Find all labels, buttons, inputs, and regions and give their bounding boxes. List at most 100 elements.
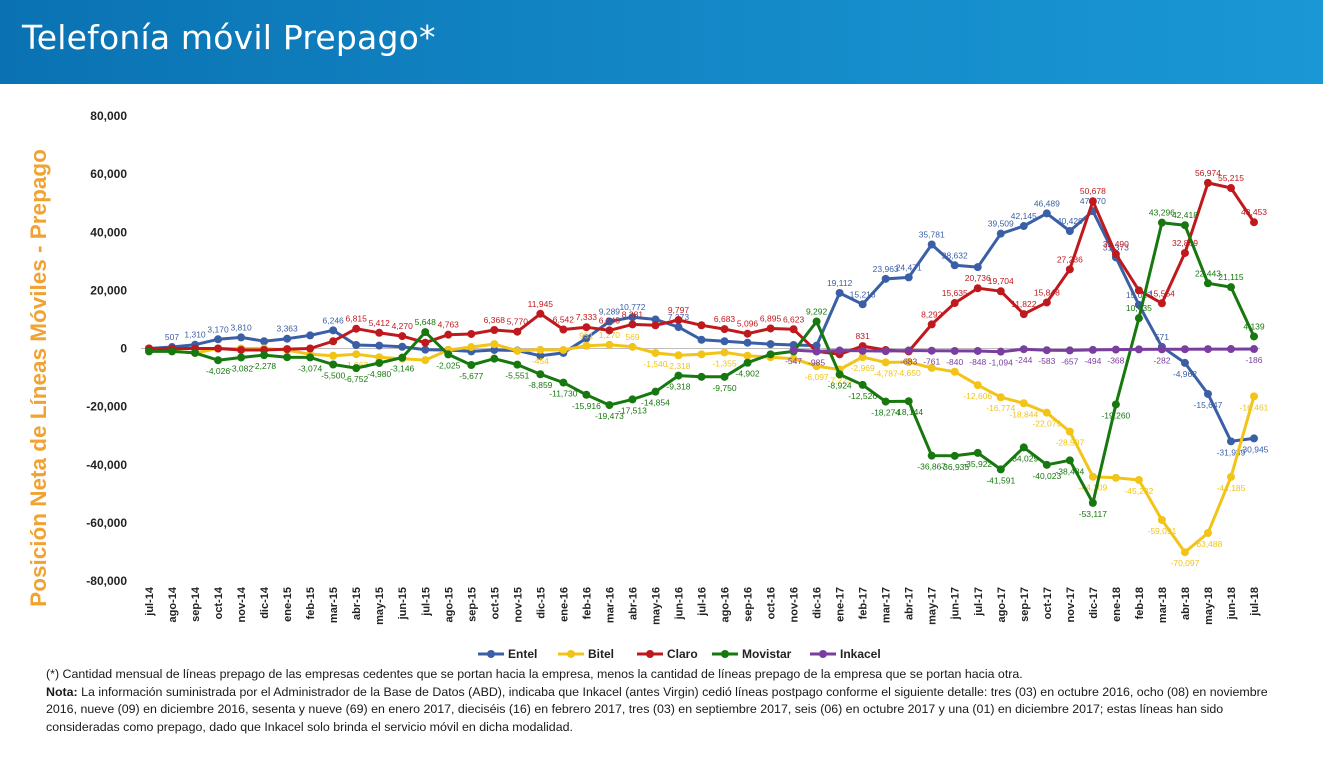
data-point-claro — [559, 325, 568, 334]
x-tick-label: sep-15 — [466, 587, 478, 622]
data-label-bitel: -4,650 — [897, 368, 921, 378]
data-point-claro — [421, 338, 430, 347]
data-point-claro — [214, 344, 223, 353]
y-tick-label: 0 — [120, 342, 127, 356]
data-point-bitel — [1042, 408, 1051, 417]
data-label-entel: -30,945 — [1240, 444, 1269, 454]
data-label-movistar: -12,526 — [848, 391, 877, 401]
data-point-claro — [375, 328, 384, 337]
x-tick-label: jul-15 — [420, 587, 432, 617]
x-tick-label: may-17 — [927, 587, 939, 625]
data-point-inkacel — [812, 347, 821, 356]
data-point-claro — [444, 330, 453, 339]
data-label-entel: -15,647 — [1194, 400, 1223, 410]
x-tick-label: ago-15 — [443, 587, 455, 622]
data-point-movistar — [306, 353, 315, 362]
data-point-movistar — [559, 378, 568, 387]
data-label-movistar: -5,677 — [459, 371, 483, 381]
data-point-movistar — [168, 347, 177, 356]
data-point-movistar — [605, 401, 614, 410]
data-point-bitel — [1180, 548, 1189, 557]
data-label-movistar: -15,916 — [572, 401, 601, 411]
x-tick-label: nov-15 — [512, 587, 524, 622]
x-tick-label: jun-17 — [950, 587, 962, 620]
data-point-movistar — [283, 353, 292, 362]
data-point-entel — [398, 342, 407, 351]
x-tick-label: dic-14 — [259, 586, 271, 619]
data-point-bitel — [605, 340, 614, 349]
data-label-movistar: -38,484 — [1055, 466, 1084, 476]
data-point-inkacel — [789, 346, 798, 355]
x-tick-label: ene-18 — [1111, 587, 1123, 622]
data-point-movistar — [743, 358, 752, 367]
y-tick-label: 60,000 — [90, 167, 127, 181]
data-label-movistar: 21,115 — [1218, 272, 1244, 282]
data-point-movistar — [444, 350, 453, 359]
data-label-inkacel: -657 — [1061, 356, 1078, 366]
data-point-bitel — [720, 348, 729, 357]
data-point-movistar — [927, 451, 936, 460]
data-point-claro — [1157, 299, 1166, 308]
data-label-inkacel: -244 — [1015, 355, 1032, 365]
data-point-entel — [283, 334, 292, 343]
data-point-inkacel — [1088, 345, 1097, 354]
data-label-bitel: -59,091 — [1147, 526, 1176, 536]
data-point-entel — [697, 335, 706, 344]
legend-marker-movistar — [721, 650, 729, 658]
data-point-claro — [490, 325, 499, 334]
data-point-bitel — [651, 348, 660, 357]
data-label-claro: 6,683 — [714, 314, 736, 324]
data-point-movistar — [398, 353, 407, 362]
data-point-bitel — [697, 350, 706, 359]
x-tick-label: ago-14 — [167, 586, 179, 622]
x-tick-label: nov-14 — [236, 586, 248, 622]
data-point-bitel — [1250, 392, 1258, 401]
data-point-bitel — [996, 393, 1005, 402]
data-point-claro — [237, 345, 246, 354]
data-point-movistar — [536, 370, 545, 379]
data-point-entel — [536, 351, 545, 360]
x-tick-label: jun-18 — [1226, 587, 1238, 620]
legend-marker-claro — [646, 650, 654, 658]
data-point-movistar — [812, 317, 821, 326]
data-point-bitel — [513, 346, 522, 355]
data-point-movistar — [1203, 279, 1212, 288]
data-point-entel — [927, 240, 936, 249]
data-label-claro: 5,770 — [507, 317, 529, 327]
data-point-entel — [973, 263, 982, 272]
data-point-inkacel — [996, 347, 1005, 356]
data-point-claro — [306, 344, 315, 353]
data-label-entel: 507 — [165, 332, 179, 342]
data-label-entel: 39,509 — [988, 219, 1014, 229]
data-point-claro — [697, 321, 706, 330]
data-point-bitel — [582, 341, 591, 350]
data-label-movistar: -34,029 — [1009, 453, 1038, 463]
data-label-movistar: -9,318 — [666, 382, 690, 392]
data-label-entel: 31,373 — [1103, 242, 1129, 252]
data-point-claro — [720, 325, 729, 334]
data-label-bitel: -1,540 — [643, 359, 667, 369]
data-point-movistar — [1019, 443, 1028, 452]
data-point-claro — [766, 324, 775, 333]
data-label-claro: 20,736 — [965, 273, 991, 283]
data-label-entel: 23,963 — [873, 264, 899, 274]
data-point-bitel — [881, 358, 890, 367]
data-label-entel: 571 — [1155, 332, 1169, 342]
x-tick-label: abr-15 — [351, 587, 363, 620]
data-label-movistar: -17,513 — [618, 405, 647, 415]
x-tick-label: dic-15 — [535, 587, 547, 619]
data-point-inkacel — [1042, 346, 1051, 355]
data-point-claro — [582, 323, 591, 332]
data-label-entel: 3,363 — [276, 324, 298, 334]
legend-label-movistar: Movistar — [742, 647, 792, 661]
data-point-entel — [1019, 222, 1028, 231]
data-point-bitel — [1134, 475, 1143, 484]
data-label-claro: 55,215 — [1218, 173, 1244, 183]
x-tick-label: mar-16 — [604, 587, 616, 623]
data-point-claro — [973, 284, 982, 293]
x-tick-label: oct-16 — [766, 587, 778, 619]
data-point-claro — [927, 320, 936, 329]
x-tick-label: jun-15 — [397, 587, 409, 620]
data-point-movistar — [835, 370, 844, 379]
data-label-bitel: -16,461 — [1240, 402, 1269, 412]
